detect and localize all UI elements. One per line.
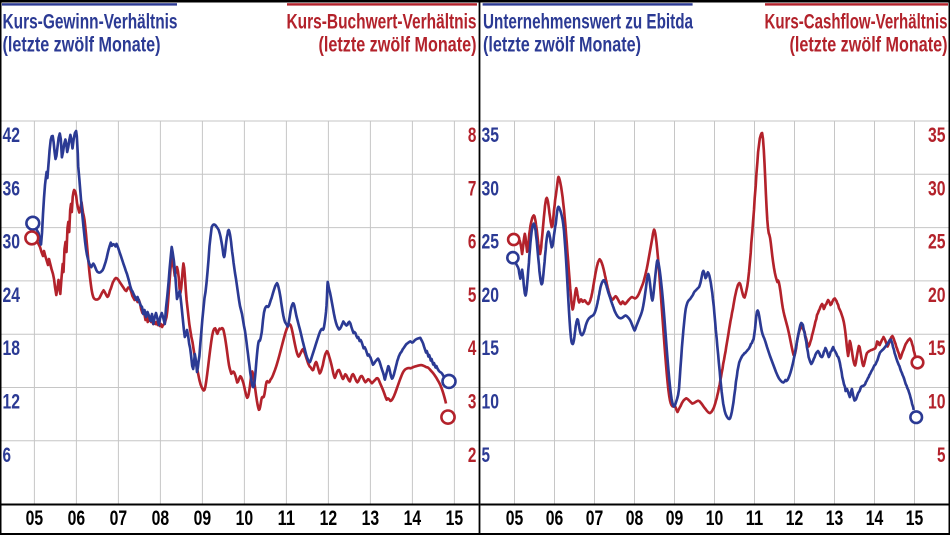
svg-text:08: 08 — [152, 506, 170, 530]
svg-text:3: 3 — [468, 390, 477, 414]
svg-text:06: 06 — [546, 506, 564, 530]
svg-text:15: 15 — [928, 336, 946, 360]
svg-text:09: 09 — [666, 506, 684, 530]
svg-text:11: 11 — [746, 506, 764, 530]
svg-text:10: 10 — [482, 390, 500, 414]
svg-text:12: 12 — [3, 390, 21, 414]
svg-text:42: 42 — [3, 123, 21, 147]
svg-text:20: 20 — [928, 283, 946, 307]
svg-text:15: 15 — [482, 336, 500, 360]
svg-text:35: 35 — [928, 123, 946, 147]
svg-text:2: 2 — [468, 443, 477, 467]
svg-text:11: 11 — [278, 506, 296, 530]
svg-text:06: 06 — [68, 506, 86, 530]
svg-text:13: 13 — [826, 506, 844, 530]
svg-text:35: 35 — [482, 123, 500, 147]
svg-text:25: 25 — [928, 230, 946, 254]
svg-text:15: 15 — [446, 506, 464, 530]
svg-text:5: 5 — [468, 283, 477, 307]
svg-text:Unternehmenswert zu Ebitda: Unternehmenswert zu Ebitda — [483, 10, 694, 34]
svg-text:5: 5 — [482, 443, 491, 467]
svg-text:12: 12 — [786, 506, 804, 530]
svg-text:10: 10 — [706, 506, 724, 530]
svg-text:14: 14 — [404, 506, 422, 530]
svg-text:10: 10 — [928, 390, 946, 414]
svg-text:(letzte zwölf Monate): (letzte zwölf Monate) — [3, 33, 161, 57]
svg-text:Kurs-Cashflow-Verhältnis: Kurs-Cashflow-Verhältnis — [765, 10, 948, 34]
svg-text:12: 12 — [320, 506, 338, 530]
svg-text:09: 09 — [194, 506, 212, 530]
svg-text:24: 24 — [3, 283, 21, 307]
svg-text:Kurs-Buchwert-Verhältnis: Kurs-Buchwert-Verhältnis — [287, 10, 477, 34]
svg-text:(letzte zwölf Monate): (letzte zwölf Monate) — [483, 33, 641, 57]
svg-text:30: 30 — [928, 176, 946, 200]
svg-text:20: 20 — [482, 283, 500, 307]
svg-text:4: 4 — [468, 336, 477, 360]
svg-text:07: 07 — [110, 506, 128, 530]
svg-text:7: 7 — [468, 176, 477, 200]
svg-text:30: 30 — [482, 176, 500, 200]
svg-text:05: 05 — [26, 506, 44, 530]
svg-text:25: 25 — [482, 230, 500, 254]
svg-text:6: 6 — [468, 230, 477, 254]
svg-text:36: 36 — [3, 176, 21, 200]
svg-text:10: 10 — [236, 506, 254, 530]
svg-text:07: 07 — [586, 506, 604, 530]
svg-text:(letzte zwölf Monate): (letzte zwölf Monate) — [790, 33, 948, 57]
svg-text:6: 6 — [3, 443, 12, 467]
svg-text:08: 08 — [626, 506, 644, 530]
svg-text:8: 8 — [468, 123, 477, 147]
svg-text:5: 5 — [937, 443, 946, 467]
svg-text:15: 15 — [906, 506, 924, 530]
svg-text:14: 14 — [866, 506, 884, 530]
svg-text:Kurs-Gewinn-Verhältnis: Kurs-Gewinn-Verhältnis — [3, 10, 178, 34]
svg-text:30: 30 — [3, 230, 21, 254]
svg-text:05: 05 — [506, 506, 524, 530]
svg-text:18: 18 — [3, 336, 21, 360]
svg-text:13: 13 — [362, 506, 380, 530]
svg-text:(letzte zwölf Monate): (letzte zwölf Monate) — [319, 33, 477, 57]
